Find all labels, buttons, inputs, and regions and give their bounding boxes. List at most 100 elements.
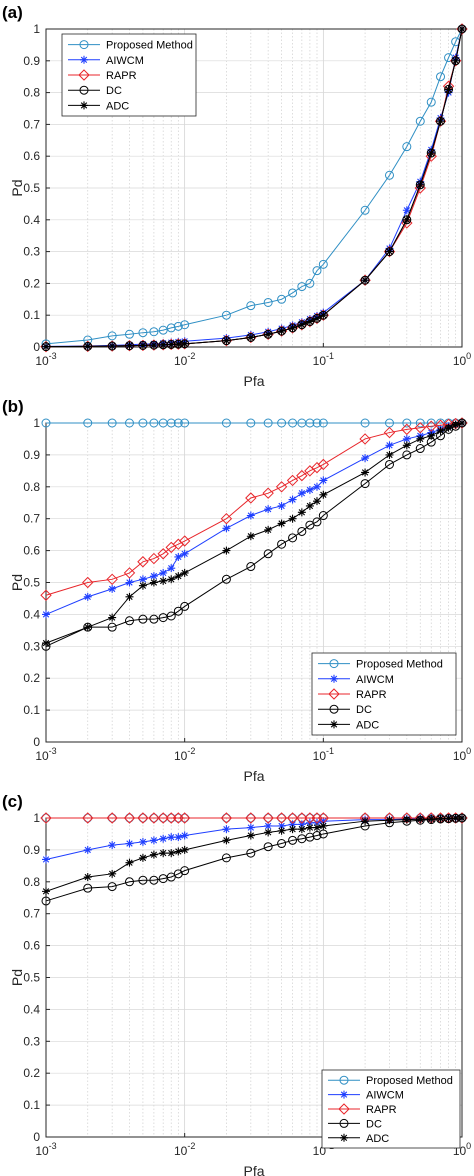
- data-point: [297, 282, 307, 292]
- data-point: [124, 616, 134, 626]
- x-tick-exponent: 0: [466, 351, 471, 361]
- data-point: [149, 418, 159, 428]
- data-point: [173, 321, 183, 331]
- x-axis-label: Pfa: [243, 768, 264, 784]
- data-point: [158, 325, 168, 335]
- data-point: [458, 419, 466, 427]
- x-tick-label: 100: [453, 746, 471, 763]
- legend-label: Proposed Method: [356, 659, 443, 671]
- data-point: [167, 575, 176, 584]
- data-point: [82, 576, 94, 589]
- legend-marker: [330, 720, 338, 729]
- data-point: [312, 497, 321, 506]
- data-point: [286, 474, 299, 487]
- legend-label: RAPR: [356, 689, 387, 701]
- legend-label: ADC: [106, 100, 129, 112]
- series-adc: [42, 419, 466, 648]
- data-point: [288, 820, 297, 829]
- legend-item: ADC: [328, 1133, 389, 1145]
- data-point: [83, 883, 93, 893]
- data-point: [263, 297, 273, 307]
- data-point: [220, 512, 233, 525]
- data-point: [138, 328, 148, 338]
- legend-item: DC: [68, 85, 122, 97]
- data-point: [138, 575, 147, 584]
- legend-label: AIWCM: [356, 674, 394, 686]
- data-point: [415, 116, 425, 126]
- data-point: [245, 492, 257, 504]
- x-tick-exponent: -1: [326, 351, 334, 361]
- legend-item: Proposed Method: [318, 659, 443, 671]
- data-point: [305, 418, 315, 428]
- series-line: [45, 817, 463, 902]
- data-point: [318, 418, 328, 428]
- y-tick-label: 0.6: [23, 939, 40, 953]
- data-point: [138, 418, 148, 428]
- data-point: [166, 418, 176, 428]
- legend-item: Proposed Method: [328, 1075, 453, 1087]
- data-point: [42, 342, 50, 351]
- legend-marker: [78, 69, 90, 81]
- x-tick-exponent: -3: [49, 351, 57, 361]
- y-tick-label: 1: [33, 416, 40, 430]
- data-point: [426, 418, 436, 428]
- data-point: [125, 592, 134, 601]
- legend-label: ADC: [366, 1133, 389, 1145]
- data-point: [107, 331, 117, 341]
- data-point: [149, 327, 159, 337]
- legend-marker: [340, 1133, 348, 1142]
- data-point: [180, 866, 190, 876]
- data-point: [246, 511, 255, 520]
- legend-marker: [340, 1090, 348, 1099]
- x-tick-exponent: 0: [466, 746, 471, 756]
- legend-label: RAPR: [106, 70, 137, 82]
- series-line: [45, 28, 463, 345]
- y-tick-label: 0.4: [23, 213, 40, 227]
- data-point: [180, 418, 190, 428]
- x-tick-label: 10-2: [174, 746, 195, 763]
- x-tick-label: 10-3: [35, 746, 56, 763]
- y-tick-label: 0: [33, 340, 40, 354]
- data-point: [318, 511, 328, 521]
- legend-marker: [338, 1103, 350, 1115]
- data-point: [149, 875, 159, 885]
- data-point: [125, 839, 134, 848]
- data-point: [297, 489, 306, 498]
- data-point: [107, 882, 117, 892]
- data-point: [360, 205, 370, 215]
- data-point: [312, 418, 322, 428]
- y-tick-label: 1: [33, 22, 40, 36]
- data-point: [124, 418, 134, 428]
- data-point: [401, 423, 413, 436]
- data-point: [297, 825, 306, 834]
- data-point: [288, 288, 298, 298]
- data-point: [319, 311, 328, 320]
- data-point: [297, 320, 306, 329]
- x-tick-base: 10: [174, 749, 188, 763]
- data-point: [305, 317, 314, 326]
- legend-label: AIWCM: [366, 1090, 404, 1102]
- y-tick-label: 0: [33, 1130, 40, 1144]
- data-point: [83, 418, 93, 428]
- data-point: [222, 524, 231, 533]
- y-tick-label: 0: [33, 735, 40, 749]
- data-point: [221, 574, 231, 584]
- data-point: [427, 149, 436, 158]
- x-tick-base: 10: [453, 354, 467, 368]
- data-point: [178, 812, 191, 824]
- data-point: [40, 589, 52, 601]
- y-tick-label: 0.8: [23, 875, 40, 889]
- series-line: [45, 422, 463, 596]
- data-point: [222, 836, 231, 845]
- data-point: [415, 444, 425, 454]
- legend-label: ADC: [356, 719, 379, 731]
- data-point: [402, 215, 411, 224]
- legend-marker: [329, 704, 339, 714]
- y-tick-label: 0.3: [23, 1034, 40, 1048]
- x-tick-label: 10-1: [313, 351, 334, 368]
- data-point: [361, 276, 370, 285]
- data-point: [149, 572, 158, 581]
- data-point: [159, 849, 168, 858]
- data-point: [402, 450, 412, 460]
